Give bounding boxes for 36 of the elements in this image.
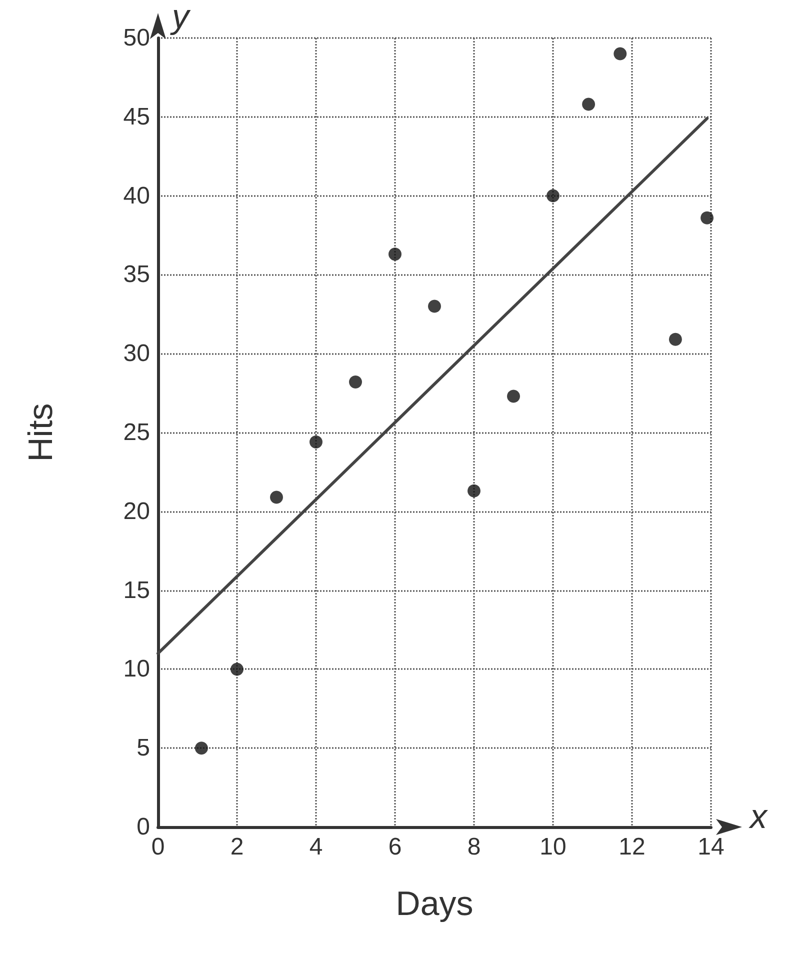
point bbox=[349, 376, 362, 388]
x-tick-label: 10 bbox=[540, 834, 566, 860]
point bbox=[468, 484, 480, 498]
y-tick-label: 25 bbox=[123, 419, 150, 446]
point bbox=[614, 47, 627, 60]
point bbox=[582, 98, 596, 111]
point bbox=[700, 211, 714, 224]
y-tick-label: 30 bbox=[123, 340, 150, 368]
y-axis-title: Hits bbox=[22, 403, 60, 462]
point bbox=[310, 435, 322, 448]
y-tick-label: 15 bbox=[123, 576, 150, 604]
x-tick-label: 6 bbox=[388, 834, 402, 860]
point bbox=[507, 390, 520, 403]
point bbox=[388, 248, 402, 261]
point bbox=[230, 662, 244, 676]
text: y bbox=[170, 0, 191, 36]
y-tick-label: 35 bbox=[123, 261, 150, 288]
point bbox=[428, 300, 441, 313]
x-tick-label: 8 bbox=[467, 834, 481, 860]
y-tick-label: 20 bbox=[123, 498, 150, 525]
x-tick-label: 2 bbox=[230, 834, 244, 860]
x-tick-label: 14 bbox=[698, 834, 724, 860]
point bbox=[546, 189, 560, 202]
y-tick-label: 10 bbox=[123, 656, 150, 683]
text: x bbox=[748, 798, 768, 836]
y-tick-label: 40 bbox=[123, 182, 150, 210]
point bbox=[194, 742, 208, 755]
y-tick-label: 0 bbox=[136, 814, 150, 840]
y-tick-label: 45 bbox=[123, 103, 150, 130]
x-axis-title: Days bbox=[396, 885, 474, 923]
x-tick-label: 12 bbox=[618, 834, 646, 860]
y-tick-label: 50 bbox=[123, 24, 150, 52]
x-tick-label: 4 bbox=[309, 834, 323, 860]
point bbox=[270, 490, 283, 504]
y-tick-label: 5 bbox=[136, 734, 150, 762]
point bbox=[668, 332, 682, 346]
